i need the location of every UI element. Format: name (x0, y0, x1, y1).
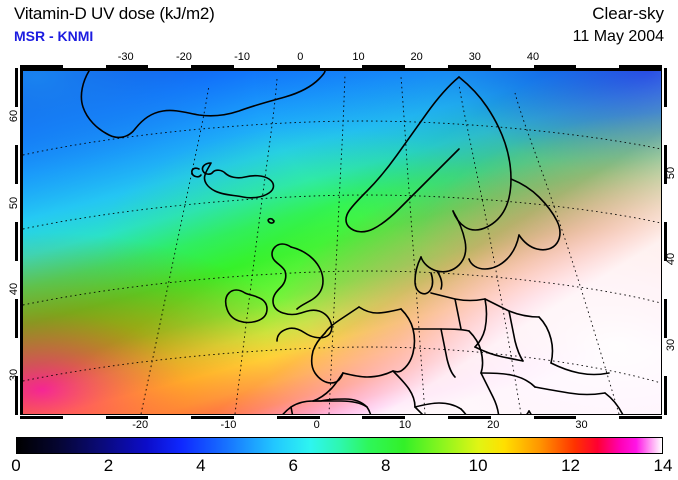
bottom-tick-0: 0 (313, 419, 320, 431)
top-tick--10: -10 (234, 51, 251, 63)
bottom-tick-10: 10 (398, 419, 412, 431)
colorbar-tick-2: 2 (103, 456, 114, 475)
top-tick--20: -20 (175, 51, 192, 63)
bottom-tick--10: -10 (220, 419, 237, 431)
top-tick-0: 0 (297, 51, 304, 63)
colorbar-gradient (17, 438, 662, 453)
tick-segment (15, 376, 18, 415)
tick-segment (15, 145, 18, 184)
tick-segment (664, 376, 667, 415)
left-tick-60: 60 (8, 110, 20, 123)
colorbar-tick-4: 4 (196, 456, 206, 475)
top-tick-40: 40 (526, 51, 540, 63)
right-tick-30: 30 (665, 338, 677, 352)
left-tick-30: 30 (8, 369, 20, 382)
tick-segment (15, 68, 18, 107)
left-tick-50: 50 (8, 196, 20, 209)
right-tick-50: 50 (665, 166, 677, 179)
bottom-tick-20: 20 (487, 419, 500, 431)
data-source-label: MSR - KNMI (14, 28, 94, 44)
colorbar-tick-0: 0 (11, 456, 21, 475)
tick-segment (619, 416, 662, 419)
tick-segment (20, 416, 63, 419)
top-tick-20: 20 (410, 51, 423, 63)
bottom-axis-tick-band (20, 416, 662, 419)
colorbar-tick-14: 14 (653, 456, 673, 475)
top-tick--30: -30 (117, 51, 134, 63)
bottom-tick--20: -20 (132, 419, 149, 431)
map-plot-frame (20, 68, 662, 415)
tick-segment (15, 222, 18, 261)
uv-dose-raster (23, 71, 661, 414)
map-canvas (23, 71, 661, 414)
tick-segment (448, 416, 491, 419)
tick-segment (533, 416, 577, 419)
sky-condition-label: Clear-sky (592, 4, 664, 23)
right-tick-40: 40 (665, 252, 677, 265)
colorbar-tick-6: 6 (288, 456, 299, 475)
bottom-tick-30: 30 (575, 419, 588, 431)
tick-segment (15, 299, 18, 338)
colorbar (16, 437, 663, 454)
colorbar-tick-10: 10 (468, 456, 488, 475)
right-axis-tick-band (664, 68, 667, 415)
left-tick-40: 40 (8, 282, 20, 296)
colorbar-tick-8: 8 (380, 456, 391, 475)
tick-segment (664, 68, 667, 107)
dose-field-layer (23, 71, 661, 414)
figure-title: Vitamin-D UV dose (kJ/m2) (14, 4, 215, 23)
tick-segment (664, 299, 667, 338)
graticule-layer (23, 74, 661, 414)
top-tick-10: 10 (352, 51, 365, 63)
date-label: 11 May 2004 (572, 28, 664, 45)
top-tick-30: 30 (468, 51, 481, 63)
colorbar-tick-12: 12 (561, 456, 581, 475)
coastline-layer (80, 71, 624, 414)
